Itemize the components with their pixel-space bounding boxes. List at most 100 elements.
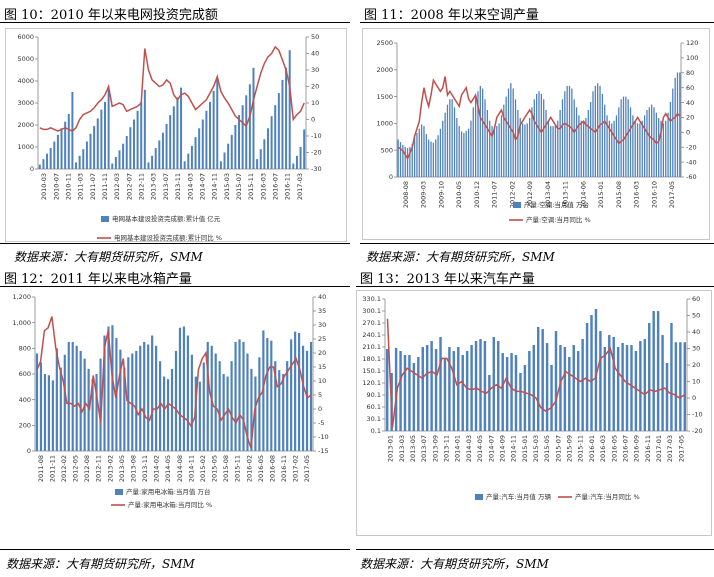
bar [397,139,399,177]
y-tick-label: 5000 [17,55,34,63]
bar [241,105,244,169]
bar [554,331,558,431]
bar [488,375,491,431]
legend-label: 产量:空调:当月值 万台 [524,200,589,209]
bar [411,143,413,177]
bar [449,99,451,177]
bar [470,120,472,177]
bar [47,375,50,451]
x-tick-label: 2014-06 [579,181,587,208]
bar [75,345,78,451]
bar [182,326,186,451]
bar [634,351,638,431]
x-tick-label: 2015-08 [222,455,230,482]
bar [266,338,269,451]
bar [443,359,447,431]
bar [665,363,669,431]
x-tick-label: 2013-11 [443,435,451,462]
bar [170,368,174,451]
bar [608,120,611,177]
x-tick-label: 2016-11 [284,173,292,200]
y2-tick-label: -5 [318,419,324,427]
x-tick-label: 2014-03 [465,435,473,462]
bar [536,327,540,431]
y2-tick-label: -60 [686,173,697,181]
bar [292,163,295,169]
bar [620,99,622,177]
title-rule [0,22,350,23]
x-tick-label: 2015-07 [554,435,562,462]
y2-tick-label: 0 [318,405,322,413]
y2-tick-label: 0 [692,394,696,402]
legend-label: 电网基本建设投资完成额:累计值 亿元 [112,214,221,223]
bar [465,130,467,177]
bar [674,77,676,177]
bar [603,347,607,431]
bar [303,129,306,169]
bar [533,99,535,177]
bar [78,155,81,169]
y-tick-label: 500 [381,146,393,154]
legend-swatch-bar [475,494,483,500]
bar [187,153,190,169]
bar [412,363,416,431]
series-line [386,318,685,428]
series-line [397,76,681,160]
bar [625,345,629,431]
bar [254,376,257,451]
title-rule [360,22,714,23]
x-tick-label: 2016-05 [257,455,265,482]
x-tick-label: 2012-11 [138,173,146,200]
bar [132,119,135,169]
bar [309,341,313,451]
x-tick-label: 2014-01 [454,435,462,462]
bar [169,115,172,169]
bar [67,341,70,451]
bar [442,120,444,177]
bar [56,134,59,169]
y-tick-label: 800 [19,345,31,353]
y2-tick-label: 50 [692,312,700,320]
x-tick-label: 2016-01 [588,435,596,462]
bar [632,115,634,177]
bar [122,143,125,169]
bar [439,128,442,177]
y2-tick-label: 10 [318,377,326,385]
bar [131,353,134,451]
bar [53,141,56,169]
bar [547,120,550,177]
x-tick-label: 2013-07 [420,435,428,462]
bar [479,85,481,177]
bar [256,159,259,169]
bar [639,123,641,177]
bar [266,128,269,169]
bar [554,124,557,177]
bar [421,347,424,431]
bar [248,84,251,169]
bar [648,323,651,431]
chart-area: 0 1000 2000 3000 4000 5000 6000 -30 -20 -10 0 10 20 3… [17,33,321,242]
x-tick-label: 2016-02 [245,455,253,482]
bar [104,101,106,169]
title-rule [356,286,714,287]
bar [99,358,102,451]
bar [294,331,297,451]
bar [572,345,575,431]
x-tick-label: 2011-07 [491,181,499,208]
y2-tick-label: 30 [311,66,319,74]
y-tick-label: 0 [27,447,31,455]
bar [612,337,615,431]
x-tick-label: 2017-05 [677,435,685,462]
y-tick-label: 1,200 [12,293,31,301]
bar [643,115,646,177]
bar [218,361,221,451]
bar [227,143,230,169]
bar [194,137,197,169]
bar [95,374,98,451]
bar [653,107,655,177]
x-tick-label: 2016-11 [280,455,288,482]
y2-tick-label: 35 [318,307,326,315]
bar [209,101,212,169]
bar [482,88,484,177]
bar [55,348,58,451]
